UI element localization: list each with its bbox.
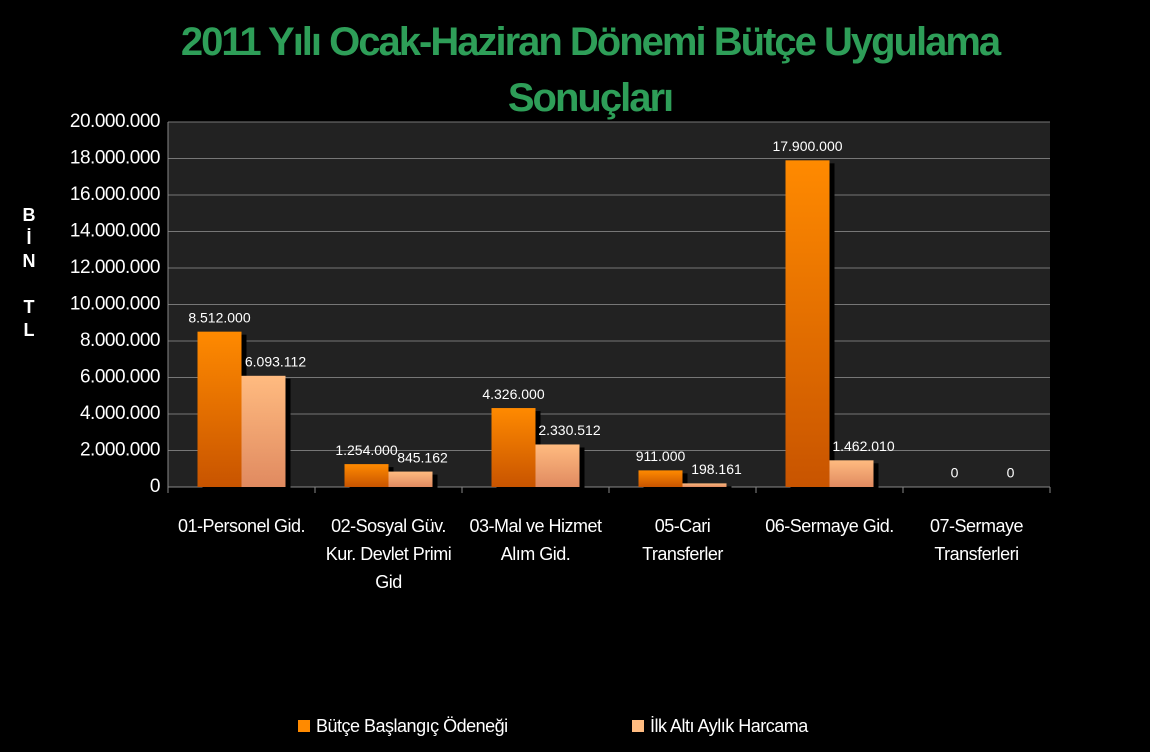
data-label: 17.900.000 <box>772 138 842 154</box>
x-tick-label: 01-Personel Gid. <box>177 516 306 536</box>
y-tick-label: 16.000.000 <box>70 184 160 205</box>
y-tick-label: 10.000.000 <box>70 294 160 315</box>
legend-label: Bütçe Başlangıç Ödeneği <box>316 716 508 736</box>
x-tick-label: 06-Sermaye Gid. <box>765 516 894 536</box>
bar <box>682 483 727 487</box>
data-label: 0 <box>1007 465 1015 481</box>
y-tick-label: 8.000.000 <box>80 330 160 351</box>
y-tick-label: 4.000.000 <box>80 403 160 424</box>
data-label: 198.161 <box>691 461 742 477</box>
data-label: 6.093.112 <box>245 354 306 370</box>
legend-swatch <box>298 720 310 732</box>
legend-label: İlk Altı Aylık Harcama <box>650 716 809 736</box>
y-tick-label: 20.000.000 <box>70 111 160 132</box>
bar <box>344 464 389 487</box>
y-tick-label: 2.000.000 <box>80 440 160 461</box>
bar <box>197 331 242 487</box>
bar <box>491 408 536 487</box>
chart-title: 2011 Yılı Ocak-Haziran Dönemi Bütçe Uygu… <box>180 20 1001 120</box>
x-tick-label: 05-Cari Transferler <box>642 516 723 564</box>
x-tick-label: 03-Mal ve Hizmet Alım Gid. <box>469 516 602 564</box>
bar <box>241 375 286 487</box>
y-tick-label: 0 <box>150 476 160 497</box>
y-tick-label: 12.000.000 <box>70 257 160 278</box>
y-axis-label: BİN TL <box>19 205 39 343</box>
legend-swatch <box>632 720 644 732</box>
data-label: 4.326.000 <box>482 386 544 402</box>
bar <box>535 444 580 487</box>
data-label: 911.000 <box>636 448 686 464</box>
data-label: 845.162 <box>397 449 448 465</box>
y-tick-label: 18.000.000 <box>70 148 160 169</box>
data-label: 8.512.000 <box>188 309 250 325</box>
bar <box>829 460 874 487</box>
data-label: 2.330.512 <box>538 422 600 438</box>
bar <box>785 160 830 487</box>
x-tick-label: 07-Sermaye Transferleri <box>929 516 1024 564</box>
bar <box>388 471 433 487</box>
data-label: 0 <box>951 465 959 481</box>
data-label: 1.254.000 <box>335 442 397 458</box>
x-tick-label: 02-Sosyal Güv. Kur. Devlet Primi Gid <box>325 516 452 592</box>
y-tick-label: 14.000.000 <box>70 221 160 242</box>
bar <box>638 470 683 487</box>
data-label: 1.462.010 <box>832 438 894 454</box>
bar-shadow <box>687 486 732 490</box>
y-tick-label: 6.000.000 <box>80 367 160 388</box>
